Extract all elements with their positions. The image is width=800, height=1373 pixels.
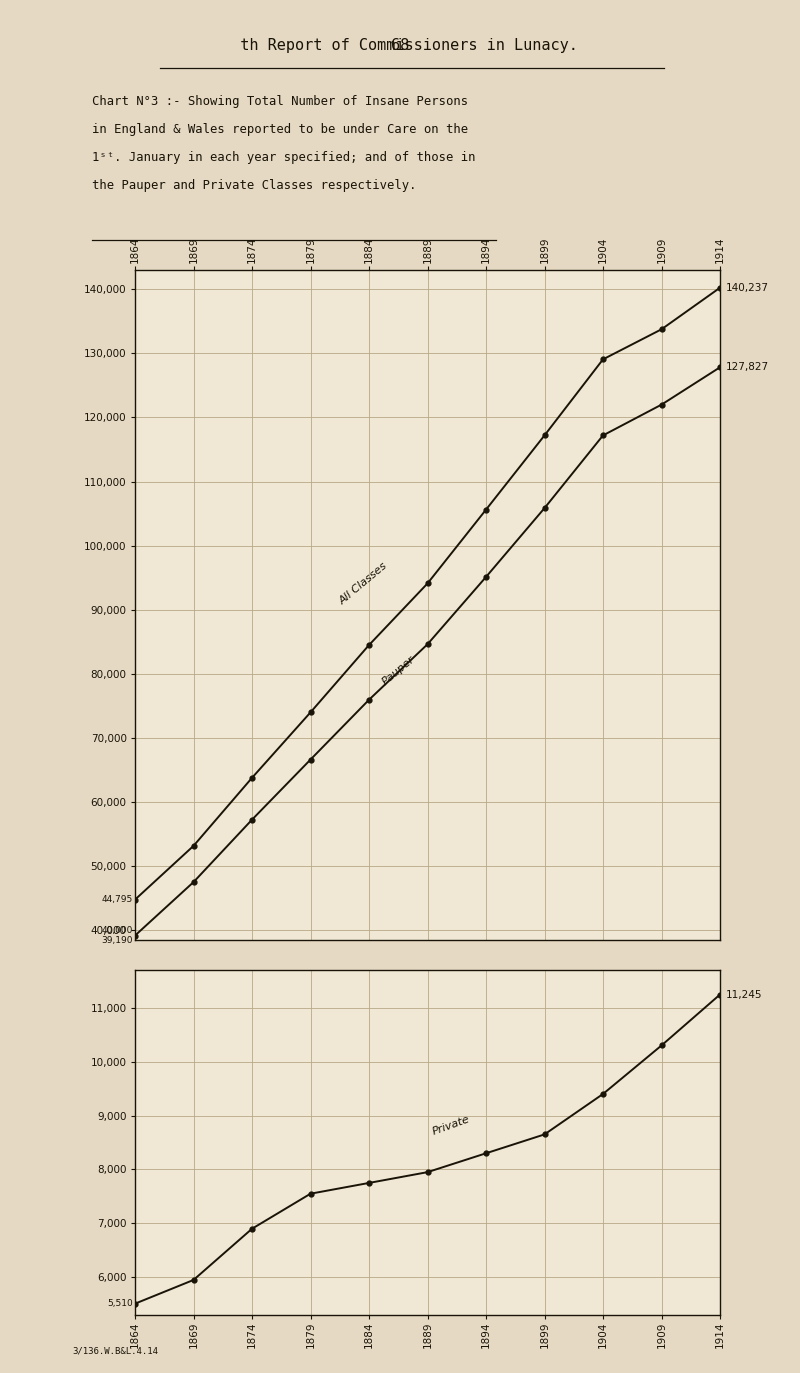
Text: 3/136.W.B&L.4.14: 3/136.W.B&L.4.14	[72, 1346, 158, 1355]
Text: 40,000: 40,000	[102, 925, 133, 935]
Text: 1ˢᵗ. January in each year specified; and of those in: 1ˢᵗ. January in each year specified; and…	[92, 151, 475, 163]
Text: 127,827: 127,827	[726, 362, 769, 372]
Text: 39,190: 39,190	[101, 935, 133, 945]
Text: th Report of Commissioners in Lunacy.: th Report of Commissioners in Lunacy.	[222, 38, 578, 54]
Text: 11,245: 11,245	[726, 990, 762, 1000]
Text: Private: Private	[430, 1115, 471, 1137]
Text: 44,795: 44,795	[102, 895, 133, 905]
Text: 68: 68	[391, 38, 409, 54]
Text: in England & Wales reported to be under Care on the: in England & Wales reported to be under …	[92, 124, 468, 136]
Text: Chart N°3 :- Showing Total Number of Insane Persons: Chart N°3 :- Showing Total Number of Ins…	[92, 95, 468, 108]
Text: All Classes: All Classes	[338, 560, 389, 607]
Text: Pauper: Pauper	[380, 654, 417, 686]
Text: 5,510: 5,510	[107, 1299, 133, 1308]
Text: the Pauper and Private Classes respectively.: the Pauper and Private Classes respectiv…	[92, 178, 417, 192]
Text: 140,237: 140,237	[726, 283, 769, 292]
